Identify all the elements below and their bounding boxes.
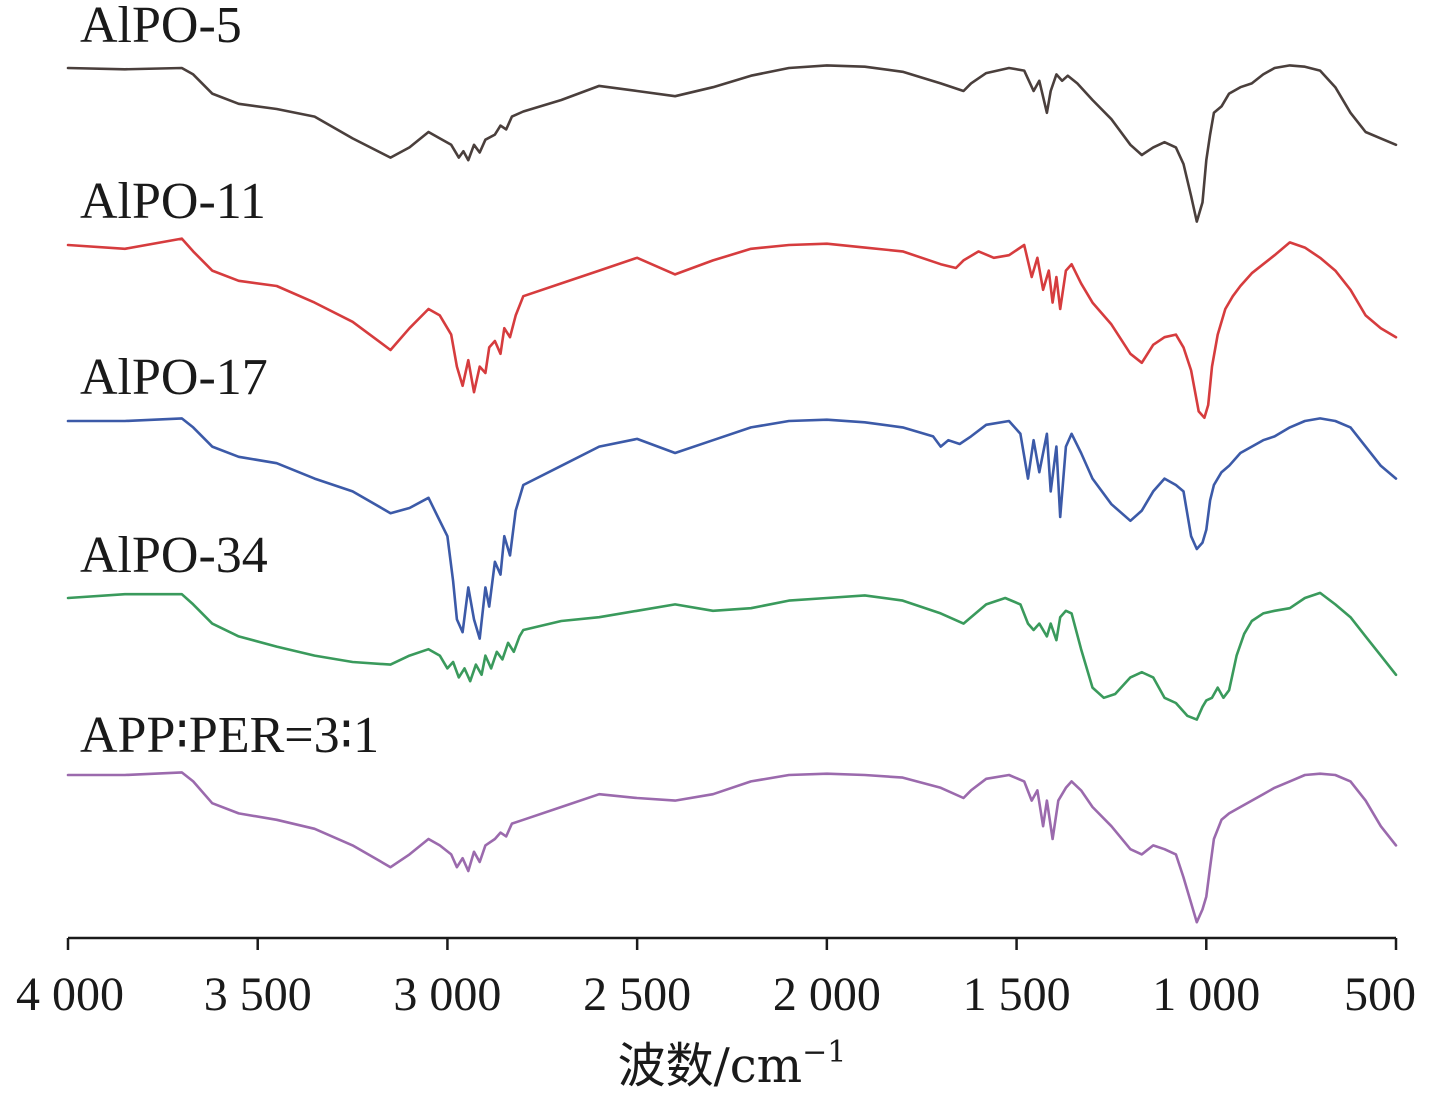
x-axis-title-superscript: −1 bbox=[802, 1035, 846, 1070]
x-tick-label-2000: 2 000 bbox=[773, 968, 881, 1021]
series-label-3: AlPO-17 bbox=[80, 349, 268, 406]
x-tick-label-3500: 3 500 bbox=[204, 968, 312, 1021]
series-label-2: AlPO-11 bbox=[80, 173, 266, 230]
series-line-1 bbox=[66, 64, 1398, 223]
series-label-5: APP∶PER=3∶1 bbox=[80, 707, 379, 764]
series-line-2 bbox=[66, 237, 1398, 420]
x-tick-label-2500: 2 500 bbox=[583, 968, 691, 1021]
x-tick-label-3000: 3 000 bbox=[393, 968, 501, 1021]
x-axis-title: 波数/cm−1 bbox=[618, 1035, 847, 1094]
x-tick-label-500: 500 bbox=[1344, 968, 1416, 1021]
series-label-1: AlPO-5 bbox=[80, 0, 242, 54]
x-axis: 4 000 3 500 3 000 2 500 2 000 1 500 1 000 500 bbox=[16, 936, 1416, 1021]
x-tick-label-4000: 4 000 bbox=[16, 968, 124, 1021]
x-axis-title-text: 波数/cm bbox=[618, 1038, 803, 1094]
series-line-4 bbox=[66, 591, 1398, 721]
x-tick-label-1500: 1 500 bbox=[963, 968, 1071, 1021]
series-label-4: AlPO-34 bbox=[80, 527, 268, 584]
series-line-3 bbox=[66, 417, 1398, 640]
series-labels: AlPO-5 AlPO-11 AlPO-17 AlPO-34 APP∶PER=3∶1 bbox=[80, 0, 379, 764]
series-line-5 bbox=[66, 771, 1398, 924]
x-tick-label-1000: 1 000 bbox=[1152, 968, 1260, 1021]
series-layer bbox=[66, 64, 1398, 924]
